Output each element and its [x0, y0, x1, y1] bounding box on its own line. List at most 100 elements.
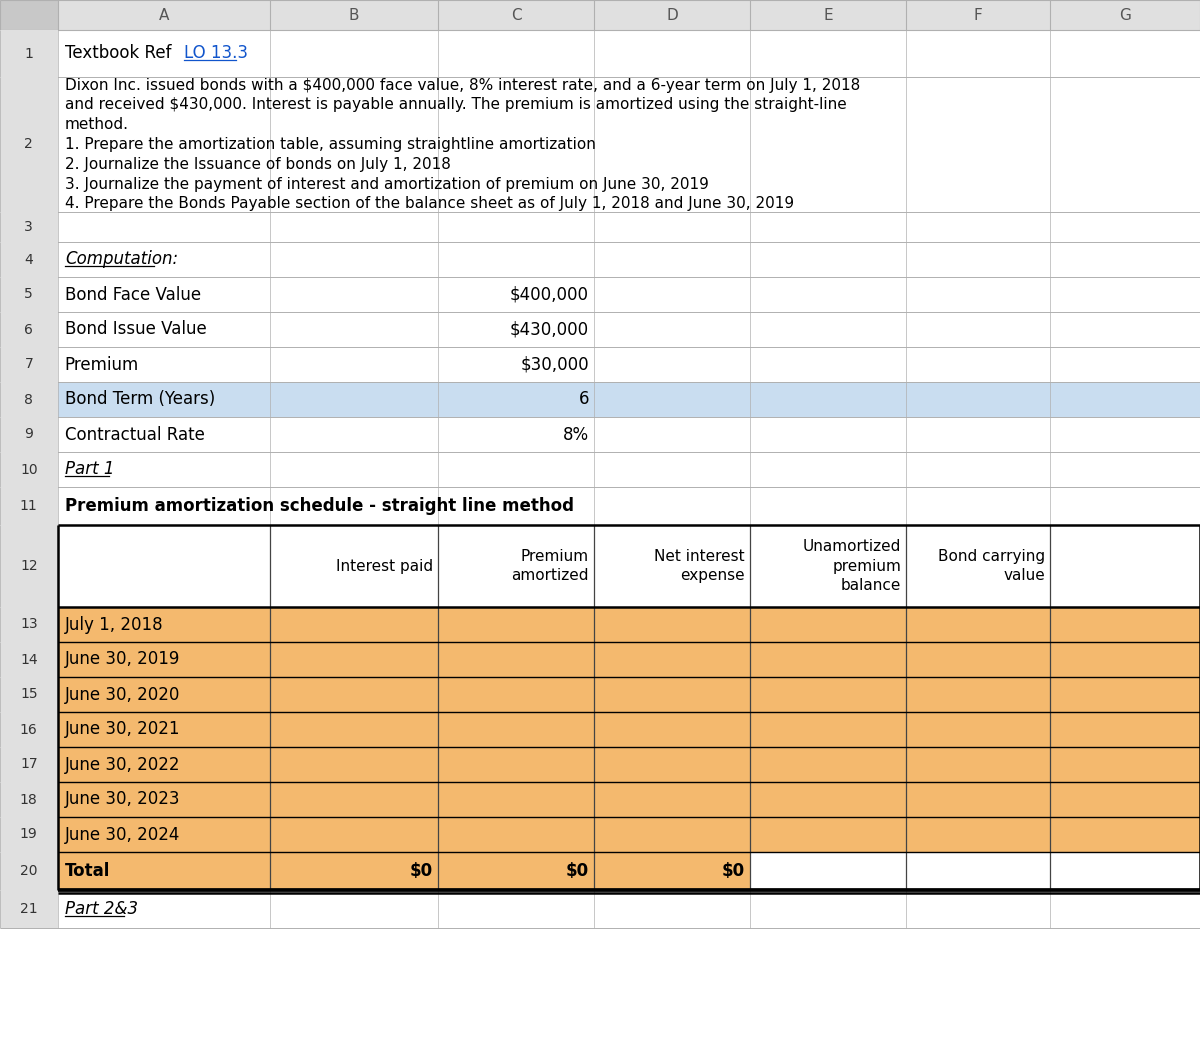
FancyBboxPatch shape: [58, 747, 1200, 782]
FancyBboxPatch shape: [0, 487, 58, 525]
FancyBboxPatch shape: [0, 418, 1200, 452]
FancyBboxPatch shape: [0, 747, 1200, 782]
FancyBboxPatch shape: [58, 712, 1200, 747]
FancyBboxPatch shape: [0, 607, 1200, 642]
FancyBboxPatch shape: [0, 30, 1200, 77]
Text: F: F: [973, 7, 983, 22]
Text: $400,000: $400,000: [510, 285, 589, 303]
FancyBboxPatch shape: [0, 642, 1200, 676]
Text: 2: 2: [24, 137, 34, 151]
Text: June 30, 2022: June 30, 2022: [65, 756, 180, 774]
Text: Part 1: Part 1: [65, 461, 114, 479]
FancyBboxPatch shape: [0, 817, 1200, 852]
Text: 17: 17: [20, 758, 37, 772]
FancyBboxPatch shape: [0, 890, 58, 928]
FancyBboxPatch shape: [0, 347, 58, 382]
FancyBboxPatch shape: [0, 212, 1200, 242]
FancyBboxPatch shape: [0, 852, 58, 890]
Text: June 30, 2020: June 30, 2020: [65, 686, 180, 704]
Text: Textbook Ref: Textbook Ref: [65, 44, 172, 62]
FancyBboxPatch shape: [58, 676, 1200, 712]
Text: Computation:: Computation:: [65, 251, 178, 268]
Text: Bond carrying
value: Bond carrying value: [938, 549, 1045, 583]
Text: Premium
amortized: Premium amortized: [511, 549, 589, 583]
FancyBboxPatch shape: [0, 277, 1200, 312]
Text: Premium: Premium: [65, 355, 139, 373]
Text: 21: 21: [20, 902, 37, 916]
FancyBboxPatch shape: [0, 382, 1200, 418]
Text: 19: 19: [20, 828, 37, 841]
Text: 6: 6: [24, 322, 34, 336]
FancyBboxPatch shape: [0, 277, 58, 312]
FancyBboxPatch shape: [58, 782, 1200, 817]
Text: 6: 6: [578, 390, 589, 408]
Text: 20: 20: [20, 864, 37, 878]
FancyBboxPatch shape: [0, 0, 58, 30]
Text: $0: $0: [722, 863, 745, 880]
FancyBboxPatch shape: [0, 525, 58, 607]
FancyBboxPatch shape: [0, 347, 1200, 382]
FancyBboxPatch shape: [0, 487, 1200, 525]
FancyBboxPatch shape: [58, 642, 1200, 676]
Text: 10: 10: [20, 463, 37, 477]
Text: 16: 16: [20, 723, 37, 737]
FancyBboxPatch shape: [0, 312, 1200, 347]
FancyBboxPatch shape: [0, 452, 1200, 487]
Text: $430,000: $430,000: [510, 320, 589, 338]
Text: Interest paid: Interest paid: [336, 558, 433, 574]
Text: 18: 18: [20, 793, 37, 806]
FancyBboxPatch shape: [0, 30, 58, 77]
Text: Premium amortization schedule - straight line method: Premium amortization schedule - straight…: [65, 497, 574, 515]
Text: G: G: [1120, 7, 1130, 22]
Text: Bond Term (Years): Bond Term (Years): [65, 390, 215, 408]
Text: Unamortized
premium
balance: Unamortized premium balance: [803, 539, 901, 593]
Text: 8%: 8%: [563, 426, 589, 444]
Text: 8: 8: [24, 392, 34, 407]
FancyBboxPatch shape: [0, 607, 58, 642]
Text: 15: 15: [20, 687, 37, 702]
Text: 7: 7: [24, 357, 34, 371]
FancyBboxPatch shape: [0, 890, 1200, 928]
Text: 12: 12: [20, 559, 37, 573]
FancyBboxPatch shape: [0, 712, 58, 747]
Text: C: C: [511, 7, 521, 22]
Text: Net interest
expense: Net interest expense: [654, 549, 745, 583]
Text: $0: $0: [566, 863, 589, 880]
Text: 9: 9: [24, 427, 34, 442]
Text: 14: 14: [20, 652, 37, 667]
Text: $30,000: $30,000: [521, 355, 589, 373]
FancyBboxPatch shape: [0, 312, 58, 347]
Text: $0: $0: [410, 863, 433, 880]
Text: June 30, 2021: June 30, 2021: [65, 721, 180, 739]
Text: 5: 5: [24, 288, 34, 301]
FancyBboxPatch shape: [0, 782, 1200, 817]
Text: 3: 3: [24, 220, 34, 234]
FancyBboxPatch shape: [0, 452, 58, 487]
FancyBboxPatch shape: [0, 77, 58, 212]
Text: Bond Face Value: Bond Face Value: [65, 285, 200, 303]
FancyBboxPatch shape: [0, 712, 1200, 747]
FancyBboxPatch shape: [0, 0, 1200, 30]
FancyBboxPatch shape: [58, 852, 750, 890]
Text: June 30, 2023: June 30, 2023: [65, 791, 180, 809]
FancyBboxPatch shape: [0, 676, 58, 712]
FancyBboxPatch shape: [0, 77, 1200, 212]
Text: 13: 13: [20, 617, 37, 631]
FancyBboxPatch shape: [0, 242, 1200, 277]
FancyBboxPatch shape: [0, 525, 1200, 607]
FancyBboxPatch shape: [0, 242, 58, 277]
Text: Total: Total: [65, 863, 110, 880]
FancyBboxPatch shape: [0, 382, 58, 418]
Text: June 30, 2024: June 30, 2024: [65, 826, 180, 843]
FancyBboxPatch shape: [0, 212, 58, 242]
Text: 11: 11: [20, 499, 37, 513]
Text: June 30, 2019: June 30, 2019: [65, 650, 180, 668]
FancyBboxPatch shape: [0, 642, 58, 676]
FancyBboxPatch shape: [58, 817, 1200, 852]
Text: Dixon Inc. issued bonds with a $400,000 face value, 8% interest rate, and a 6-ye: Dixon Inc. issued bonds with a $400,000 …: [65, 77, 860, 211]
Text: A: A: [158, 7, 169, 22]
Text: Part 2&3: Part 2&3: [65, 900, 138, 917]
Text: D: D: [666, 7, 678, 22]
Text: July 1, 2018: July 1, 2018: [65, 615, 163, 633]
Text: Bond Issue Value: Bond Issue Value: [65, 320, 206, 338]
